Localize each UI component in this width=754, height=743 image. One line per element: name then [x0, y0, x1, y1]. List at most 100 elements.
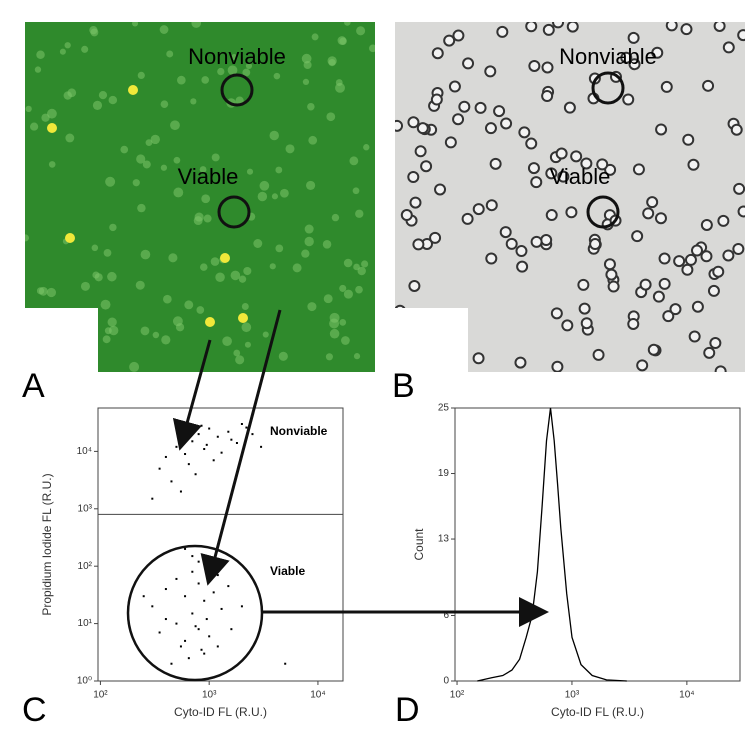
cell [609, 281, 619, 291]
cell [353, 187, 360, 194]
cell [65, 42, 71, 48]
cell [339, 285, 346, 292]
cell [274, 73, 281, 80]
cell [402, 210, 412, 220]
cell [173, 188, 183, 198]
cell [681, 24, 691, 34]
cell [57, 338, 66, 347]
cell [450, 82, 460, 92]
cell [128, 85, 138, 95]
cell [623, 95, 633, 105]
x-tick-label: 10⁴ [310, 690, 325, 701]
cell [104, 249, 112, 257]
point [221, 608, 223, 610]
cell [634, 164, 644, 174]
cell [304, 237, 313, 246]
cell [161, 100, 169, 108]
cell [433, 48, 443, 58]
cell [263, 331, 269, 337]
fluorescence-image [25, 22, 375, 372]
cell [637, 360, 647, 370]
cell [606, 270, 616, 280]
cell [330, 313, 340, 323]
cell [688, 160, 698, 170]
point [203, 448, 205, 450]
cell [176, 323, 184, 331]
cell [474, 353, 484, 363]
cell [129, 362, 139, 372]
cell [103, 335, 111, 343]
point [184, 453, 186, 455]
cell [47, 123, 57, 133]
cell [194, 216, 203, 225]
x-tick-label: 10² [93, 690, 108, 701]
cell [35, 66, 41, 72]
cell [654, 292, 664, 302]
cell [692, 245, 702, 255]
cell [338, 36, 347, 45]
cell [161, 335, 170, 344]
cell [361, 260, 368, 267]
point [180, 491, 182, 493]
cell [326, 112, 335, 121]
cell [47, 109, 57, 119]
cell [557, 149, 567, 159]
y-tick-label: 10¹ [78, 618, 93, 629]
point [188, 463, 190, 465]
cell [369, 45, 377, 53]
cell [459, 102, 469, 112]
cell [184, 300, 193, 309]
cell [446, 137, 456, 147]
cell [302, 54, 312, 64]
cell [552, 362, 562, 372]
point [284, 663, 286, 665]
cell [418, 123, 428, 133]
cell [629, 33, 639, 43]
cell [93, 101, 102, 110]
y-tick-label: 0 [443, 676, 449, 687]
cell [136, 281, 145, 290]
cell [49, 161, 56, 168]
cell [704, 348, 714, 358]
cell [242, 303, 249, 310]
cell [212, 153, 220, 161]
cell [702, 220, 712, 230]
cell [21, 310, 30, 319]
point [188, 657, 190, 659]
y-tick-label: 10⁰ [77, 676, 92, 687]
cell [355, 210, 363, 218]
cell [238, 313, 248, 323]
point [221, 452, 223, 454]
point [191, 571, 193, 573]
cell [21, 341, 28, 348]
cell [326, 353, 333, 360]
cell [734, 184, 744, 194]
point [208, 565, 210, 567]
cell [494, 106, 504, 116]
cell [168, 253, 177, 262]
panel-label: B [392, 367, 415, 405]
cell [153, 332, 159, 338]
annotation: Nonviable [559, 44, 657, 69]
cell [723, 250, 733, 260]
y-axis-label: Propidium Iodide FL (R.U.) [40, 473, 54, 615]
x-tick-label: 10² [450, 690, 465, 701]
cell [738, 30, 748, 40]
cell [701, 251, 711, 261]
cell [501, 118, 511, 128]
cell [170, 120, 180, 130]
histogram-line [477, 408, 627, 681]
cell [312, 33, 319, 40]
cell [275, 244, 283, 252]
cell [395, 306, 405, 316]
cell [463, 214, 473, 224]
cell [529, 163, 539, 173]
point [151, 498, 153, 500]
panel-label: C [22, 691, 47, 729]
point [201, 425, 203, 427]
cell [201, 194, 210, 203]
point [217, 574, 219, 576]
cell [109, 326, 118, 335]
cell [358, 267, 366, 275]
cell [739, 206, 749, 216]
